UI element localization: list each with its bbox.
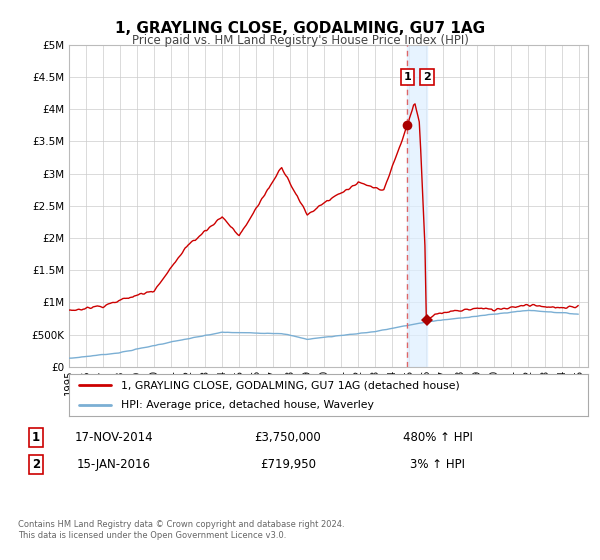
Text: £3,750,000: £3,750,000 — [254, 431, 322, 445]
Bar — [407, 45, 427, 367]
Text: Price paid vs. HM Land Registry's House Price Index (HPI): Price paid vs. HM Land Registry's House … — [131, 34, 469, 46]
Text: Contains HM Land Registry data © Crown copyright and database right 2024.
This d: Contains HM Land Registry data © Crown c… — [18, 520, 344, 540]
Text: 3% ↑ HPI: 3% ↑ HPI — [410, 458, 466, 472]
Text: £719,950: £719,950 — [260, 458, 316, 472]
Text: 2: 2 — [32, 458, 40, 472]
Text: 15-JAN-2016: 15-JAN-2016 — [77, 458, 151, 472]
Text: 1, GRAYLING CLOSE, GODALMING, GU7 1AG (detached house): 1, GRAYLING CLOSE, GODALMING, GU7 1AG (d… — [121, 380, 460, 390]
Text: 480% ↑ HPI: 480% ↑ HPI — [403, 431, 473, 445]
Text: 1: 1 — [403, 72, 411, 82]
Text: 2: 2 — [423, 72, 431, 82]
Text: 1, GRAYLING CLOSE, GODALMING, GU7 1AG: 1, GRAYLING CLOSE, GODALMING, GU7 1AG — [115, 21, 485, 36]
Text: 1: 1 — [32, 431, 40, 445]
Text: 17-NOV-2014: 17-NOV-2014 — [74, 431, 154, 445]
Text: HPI: Average price, detached house, Waverley: HPI: Average price, detached house, Wave… — [121, 400, 374, 410]
